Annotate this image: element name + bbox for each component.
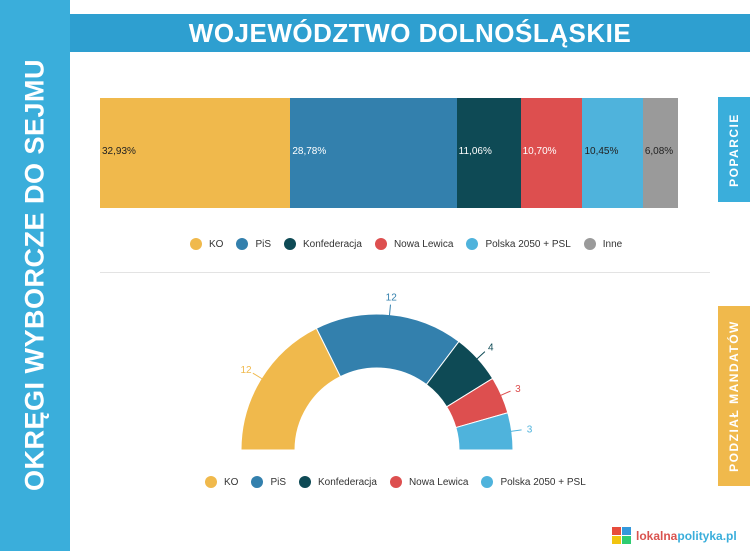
legend-swatch	[284, 238, 297, 250]
header-bar: WOJEWÓDZTWO DOLNOŚLĄSKIE	[70, 14, 750, 52]
legend-swatch	[299, 476, 312, 488]
tab-seats: PODZIAŁ MANDATÓW	[718, 306, 750, 486]
legend-swatch	[190, 238, 202, 250]
legend-label: PiS	[270, 476, 287, 488]
bar-segment-konfederacja	[456, 98, 521, 208]
legend-label: KO	[209, 238, 224, 250]
footer-logo: lokalna polityka.pl	[612, 527, 737, 545]
legend-label: Nowa Lewica	[393, 238, 454, 250]
legend-swatch	[205, 476, 217, 488]
legend-item-inne: Inne	[583, 238, 623, 250]
legend-swatch	[466, 238, 479, 250]
legend-swatch	[374, 238, 387, 250]
leader-line-konfederacja	[474, 351, 486, 362]
legend-item-konfederacja: Konfederacja	[299, 476, 377, 488]
page-title: WOJEWÓDZTWO DOLNOŚLĄSKIE	[188, 18, 632, 48]
bar-chart-legend: KO PiS Konfederacja Nowa Lewica Polska 2050 …	[190, 238, 635, 250]
donut-slice-polska-2050-psl	[455, 412, 514, 451]
legend-item-pis: PiS	[236, 238, 271, 250]
legend-label: Konfederacja	[303, 238, 362, 250]
bar-segment-inne	[642, 98, 678, 208]
legend-swatch	[481, 476, 494, 488]
leader-line-ko	[252, 372, 266, 381]
legend-label: KO	[224, 476, 239, 488]
seat-label-pis: 12	[386, 293, 398, 304]
bar-segment-polska-2050-psl	[582, 98, 643, 208]
legend-swatch	[236, 238, 249, 250]
seat-label-konfederacja: 4	[488, 342, 494, 353]
legend-item-ko: KO	[190, 238, 223, 250]
legend-item-nowa-lewica: Nowa Lewica	[374, 238, 454, 250]
bar-segment-ko	[100, 98, 291, 208]
divider	[100, 272, 710, 273]
bar-segment-pis	[290, 98, 457, 208]
logo-icon	[612, 527, 631, 544]
data-label-inne: 6,08%	[644, 146, 674, 157]
tab-support: POPARCIE	[718, 97, 750, 202]
sidebar: OKRĘGI WYBORCZE DO SEJMU	[0, 0, 70, 551]
donut-chart-legend: KO PiS Konfederacja Nowa Lewica Polska 2050 …	[205, 476, 599, 488]
legend-label: Polska 2050 + PSL	[500, 476, 586, 488]
leader-line-polska-2050-psl	[507, 429, 522, 433]
seat-label-nowa-lewica: 3	[515, 384, 521, 395]
data-label-ko: 32,93%	[102, 146, 136, 157]
legend-item-pis: PiS	[251, 476, 286, 488]
data-label-polska-2050-psl: 10,45%	[584, 146, 619, 157]
seat-label-ko: 12	[241, 365, 253, 376]
logo-text-part1: lokalna	[636, 529, 678, 543]
data-label-nowa-lewica: 10,70%	[522, 146, 557, 157]
seat-label-polska-2050-psl: 3	[527, 425, 533, 436]
data-label-pis: 28,78%	[292, 146, 327, 157]
legend-swatch	[583, 238, 596, 250]
legend-label: Polska 2050 + PSL	[485, 238, 571, 250]
data-label-konfederacja: 11,06%	[458, 146, 492, 157]
leader-line-pis	[388, 304, 391, 319]
legend-item-nowa-lewica: Nowa Lewica	[389, 476, 469, 488]
legend-swatch	[389, 476, 402, 488]
legend-label: Inne	[602, 238, 623, 250]
legend-swatch	[251, 476, 264, 488]
legend-label: PiS	[255, 238, 272, 250]
legend-item-polska-2050-psl: Polska 2050 + PSL	[466, 238, 571, 250]
legend-item-polska-2050-psl: Polska 2050 + PSL	[481, 476, 586, 488]
logo-text-part2: polityka.pl	[677, 529, 737, 543]
leader-line-nowa-lewica	[497, 390, 511, 398]
legend-item-ko: KO	[205, 476, 238, 488]
legend-label: Konfederacja	[318, 476, 377, 488]
bar-segment-nowa-lewica	[520, 98, 583, 208]
legend-item-konfederacja: Konfederacja	[284, 238, 362, 250]
legend-label: Nowa Lewica	[408, 476, 469, 488]
